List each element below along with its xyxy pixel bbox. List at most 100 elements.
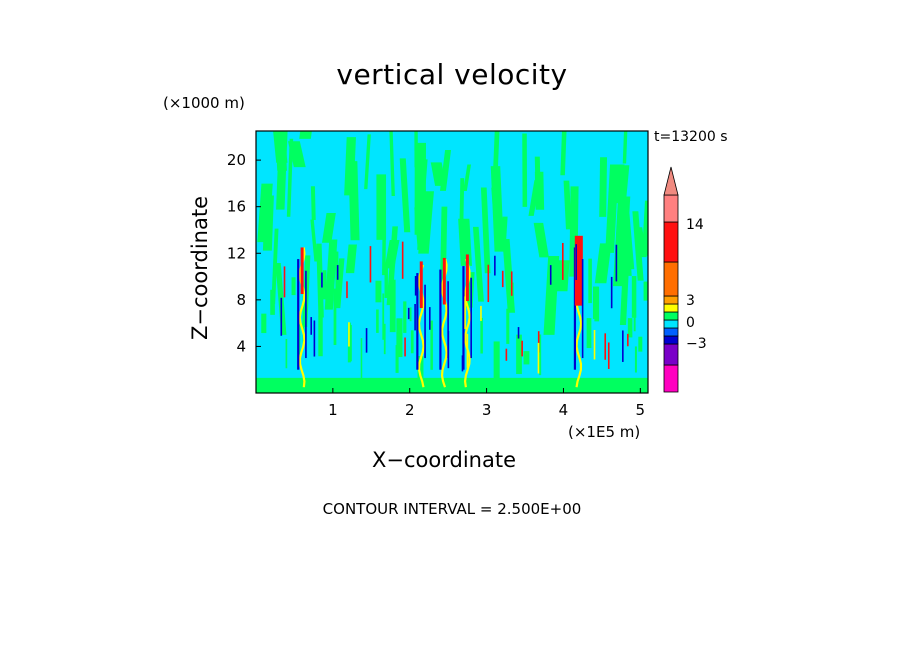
field-streak — [563, 180, 572, 230]
field-streak — [399, 158, 411, 233]
colorbar-segment — [663, 261, 679, 297]
field-streak — [516, 334, 522, 375]
y-tick-label: 4 — [236, 337, 246, 355]
colorbar-label: 14 — [686, 217, 704, 233]
field-streak — [261, 313, 267, 334]
field-streak — [633, 297, 636, 332]
colorbar-label: 0 — [686, 315, 695, 331]
field-streak — [439, 149, 452, 191]
field-streak — [270, 289, 275, 315]
field-streak — [360, 338, 363, 384]
small-cell — [414, 304, 416, 331]
field-streak — [643, 281, 648, 301]
small-cell — [615, 244, 618, 282]
downdraft-flank — [470, 277, 472, 359]
field-streak — [463, 164, 472, 192]
downdraft-flank — [462, 266, 465, 370]
field-streak — [384, 239, 400, 269]
field-surface-band — [256, 377, 648, 393]
x-tick-label: 5 — [636, 401, 646, 419]
small-cell — [510, 271, 513, 296]
small-cell — [604, 333, 607, 360]
field-streak — [620, 213, 635, 270]
field-streak — [430, 320, 433, 370]
field-streak — [522, 133, 528, 207]
field-streak — [493, 341, 500, 387]
field-streak — [500, 216, 508, 244]
field-streak — [275, 131, 287, 171]
field-streak — [333, 288, 337, 345]
updraft-column — [439, 257, 449, 388]
field-streak — [480, 187, 491, 274]
field-streak — [506, 308, 510, 344]
field-streak — [324, 239, 338, 310]
updraft-max — [574, 235, 583, 306]
small-cell — [404, 337, 406, 357]
field-streak — [376, 309, 379, 333]
field-streak — [631, 276, 637, 318]
field-streak — [409, 307, 412, 322]
small-cell — [537, 342, 540, 374]
field-streak — [418, 191, 434, 254]
colorbar-segment — [663, 311, 679, 321]
small-cell — [365, 328, 368, 353]
field-streak — [316, 243, 324, 318]
small-cell — [505, 348, 508, 361]
downdraft-flank — [439, 269, 442, 370]
field-streak — [299, 131, 312, 139]
field-streak — [622, 131, 628, 164]
small-cell — [401, 241, 404, 279]
field-streak — [348, 161, 360, 241]
field-streak — [620, 165, 630, 200]
colorbar-segment — [663, 327, 679, 337]
field-streak — [345, 244, 357, 274]
field-streak — [382, 293, 385, 340]
field-streak — [384, 263, 388, 299]
small-cell — [447, 330, 450, 369]
small-cell — [537, 331, 540, 353]
field-streak — [302, 296, 305, 347]
downdraft-flank — [447, 281, 449, 359]
y-tick-label: 8 — [236, 291, 246, 309]
field-streak — [459, 178, 465, 235]
small-cell — [348, 322, 350, 347]
small-cell — [407, 307, 410, 320]
field-streak — [490, 166, 505, 252]
field-streak — [534, 171, 545, 210]
field-streak — [627, 318, 633, 338]
x-tick-label: 1 — [328, 401, 338, 419]
field-streak — [403, 301, 407, 333]
plot-frame — [255, 130, 649, 394]
field-streak — [588, 258, 592, 304]
updraft-column — [462, 254, 472, 388]
field-streak — [318, 315, 323, 357]
field-streak — [310, 219, 318, 262]
downdraft-flank — [297, 259, 300, 370]
x-tick-label: 4 — [559, 401, 569, 419]
field-streak — [523, 351, 530, 365]
colorbar-segment — [663, 221, 679, 263]
downdraft-flank — [424, 284, 426, 359]
updraft-core — [298, 247, 306, 388]
updraft-max — [465, 254, 469, 302]
field-streak — [605, 164, 619, 253]
field-streak — [396, 318, 403, 358]
small-cell — [461, 355, 464, 372]
y-tick-label: 12 — [227, 244, 246, 262]
small-cell — [480, 305, 482, 321]
colorbar-label: −3 — [686, 336, 707, 352]
field-streak — [634, 346, 637, 373]
field-streak — [410, 330, 414, 354]
field-streak — [539, 334, 542, 376]
updraft-max — [442, 257, 446, 305]
field-streak — [632, 211, 644, 281]
small-cell — [622, 330, 624, 362]
small-cell — [428, 307, 431, 330]
field-streak — [638, 336, 643, 352]
y-axis-unit: (×1000 m) — [163, 94, 245, 112]
small-cell — [501, 270, 504, 288]
small-cell — [321, 272, 323, 288]
field-streak — [364, 134, 371, 190]
field-streak — [310, 186, 316, 220]
field-streak — [543, 255, 560, 335]
